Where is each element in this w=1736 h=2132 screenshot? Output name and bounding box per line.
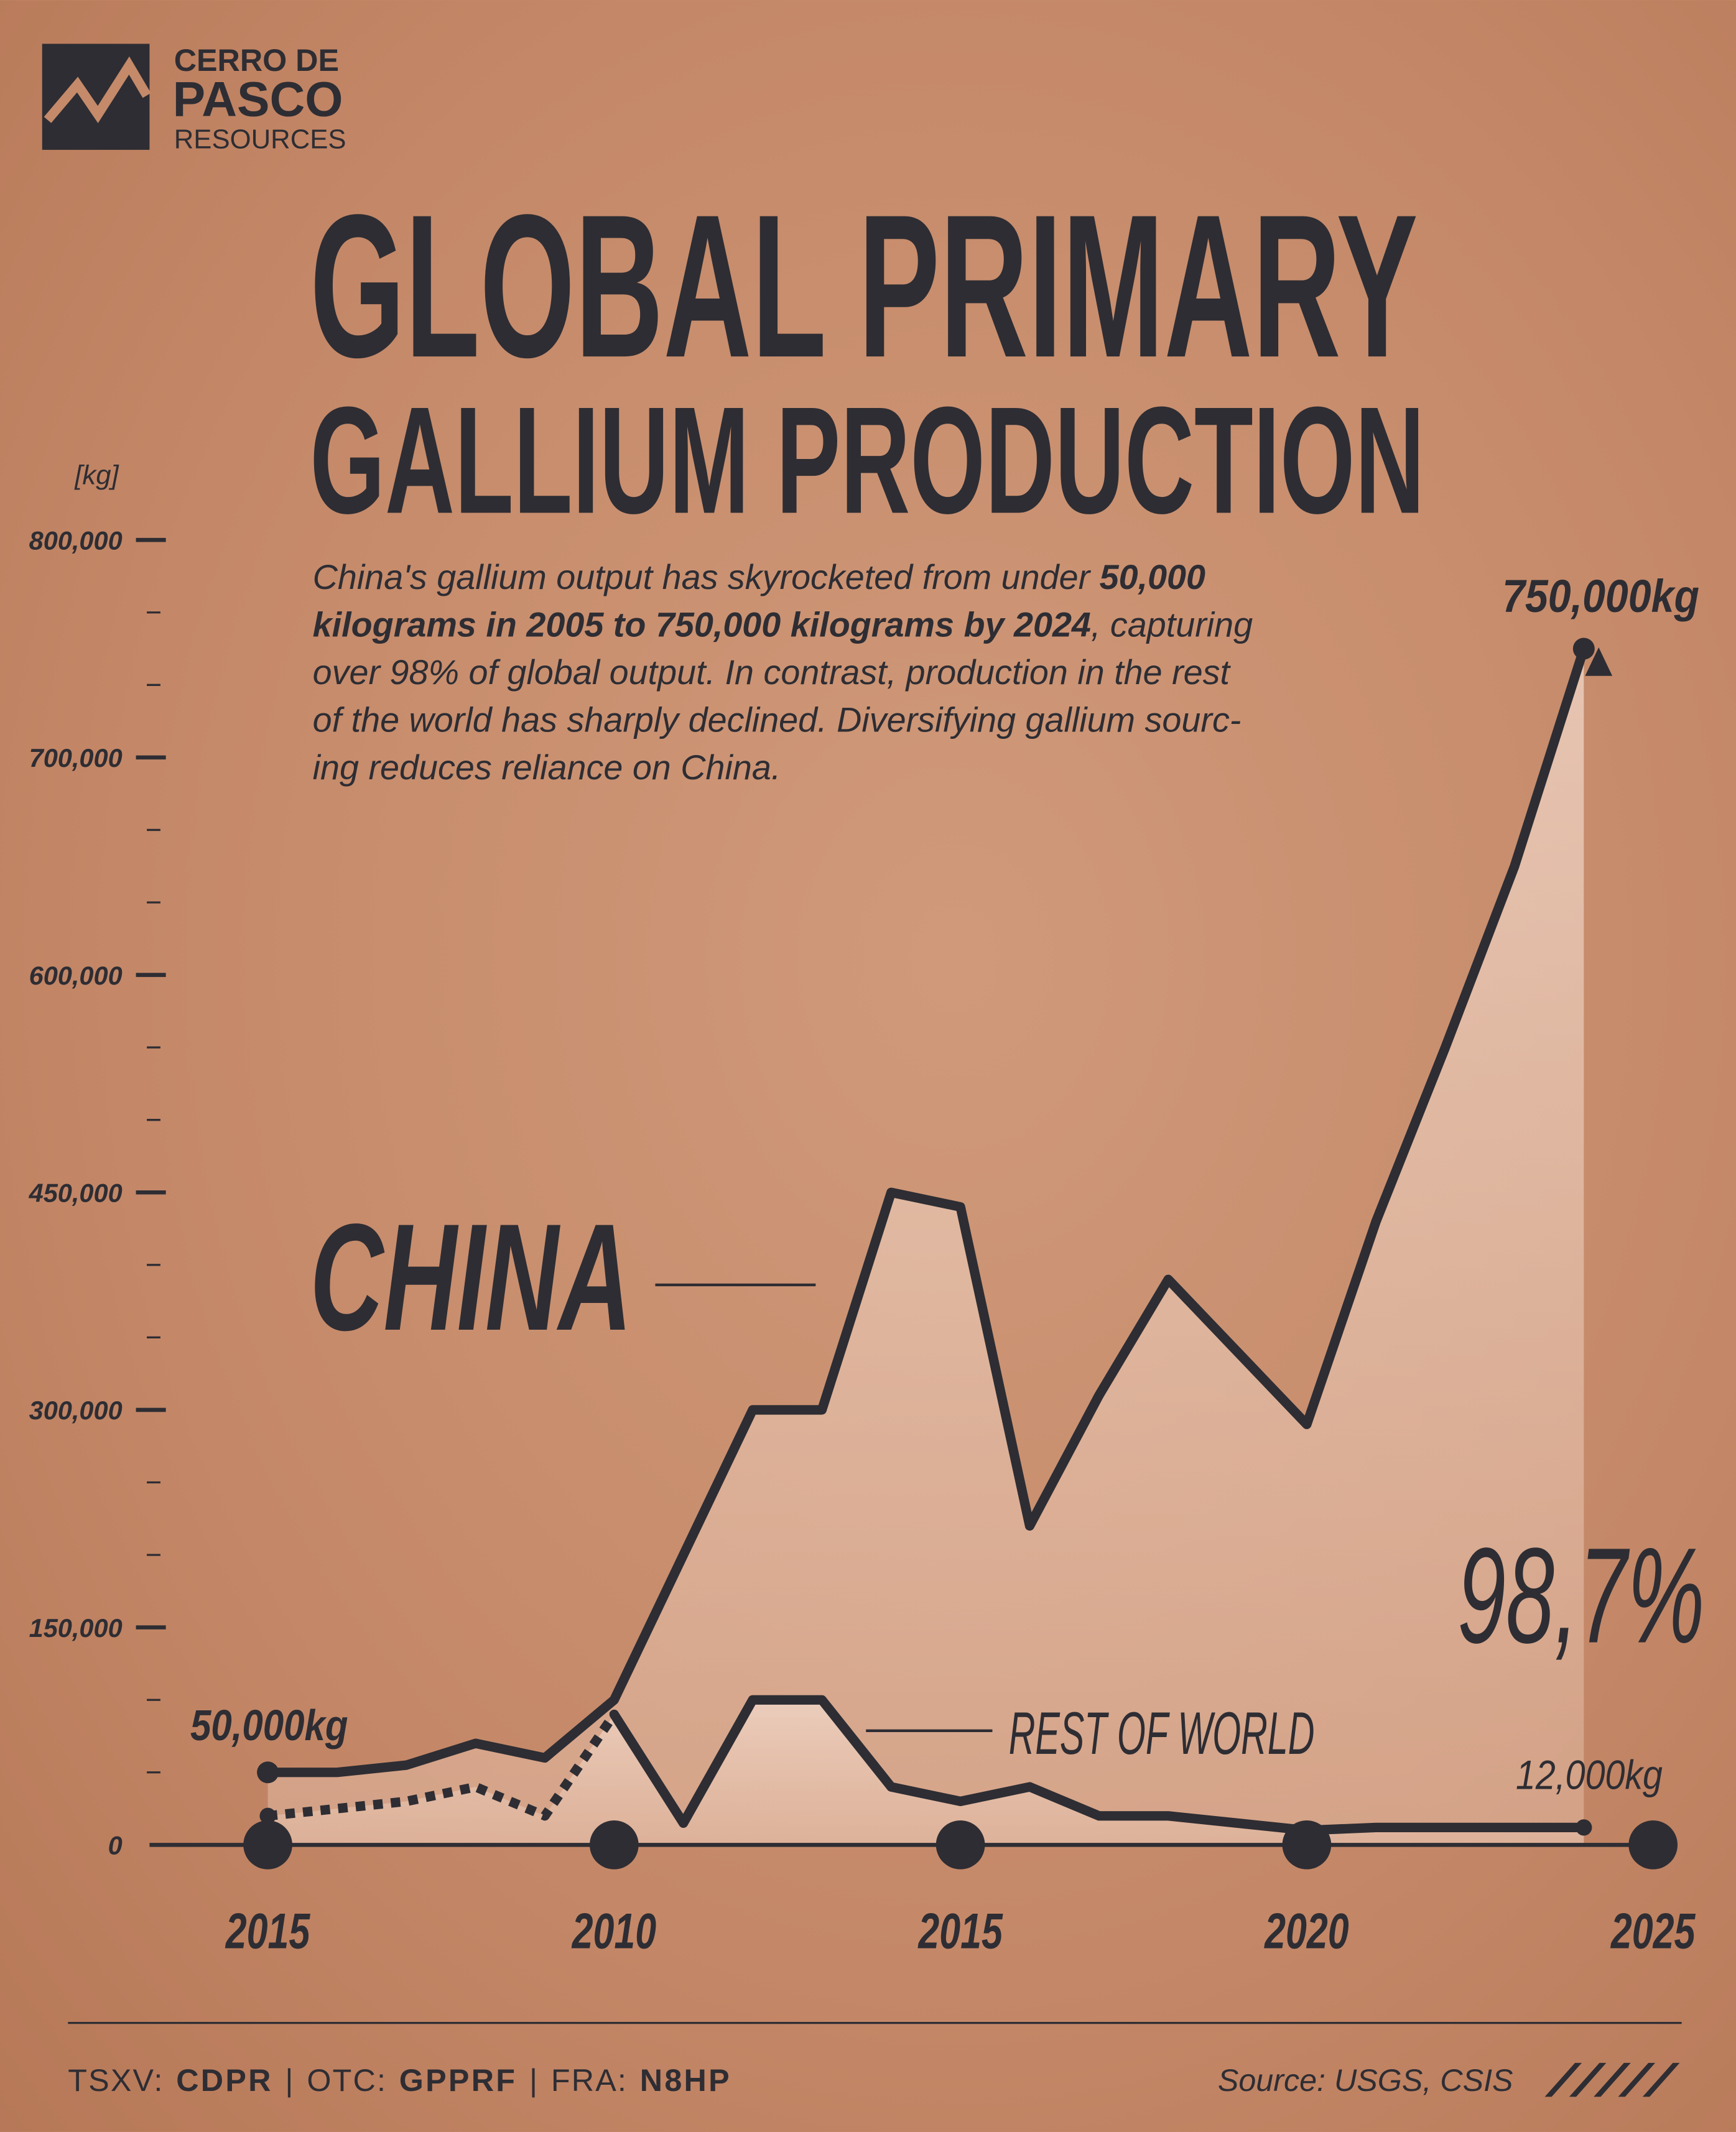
x-tick xyxy=(243,1820,292,1870)
y-tick-label: 450,000 xyxy=(29,1179,123,1208)
arrow-head xyxy=(1585,647,1613,676)
series-label: CHINA xyxy=(310,1192,632,1362)
series-line xyxy=(609,1695,1589,1835)
x-tick-label: 2015 xyxy=(225,1903,310,1959)
subtitle-line: over 98% of global output. In contrast, … xyxy=(313,653,1232,692)
x-tick-label: 2020 xyxy=(1264,1903,1349,1959)
title: GLOBAL PRIMARY xyxy=(310,172,1418,400)
subtitle-bold: 50,000 xyxy=(1100,558,1205,596)
series-line-dotted xyxy=(267,1712,618,1821)
x-tick-label: 2025 xyxy=(1610,1903,1696,1959)
title: GALLIUM PRODUCTION xyxy=(310,374,1424,545)
subtitle: China's gallium output has skyrocketed f… xyxy=(313,558,1253,787)
logo-line: CERRO DE xyxy=(174,43,339,78)
series-area xyxy=(267,1700,1584,1845)
series-label: REST OF WORLD xyxy=(1009,1700,1315,1767)
subtitle-bold: kilograms in 2005 to 750,000 kilograms b… xyxy=(313,605,1091,644)
subtitle-text: China's gallium output has skyrocketed f… xyxy=(313,558,1100,596)
x-tick xyxy=(1282,1820,1332,1870)
subtitle-text: of the world has sharply declined. Diver… xyxy=(313,700,1242,739)
subtitle-text: over 98% of global output. In contrast, … xyxy=(313,653,1232,692)
subtitle-line: of the world has sharply declined. Diver… xyxy=(313,700,1242,739)
footer-tickers: TSXV: CDPR | OTC: GPPRF | FRA: N8HP xyxy=(68,2063,731,2098)
source: Source: USGS, CSIS xyxy=(1218,2063,1513,2098)
logo: CERRO DE PASCO RESOURCES xyxy=(42,43,346,155)
end-point xyxy=(1572,637,1595,660)
ticker-text: | xyxy=(529,2063,539,2098)
x-tick xyxy=(1628,1820,1678,1870)
logo-mountain xyxy=(44,56,151,123)
x-tick-label: 2015 xyxy=(917,1903,1003,1959)
ticker-text: OTC: xyxy=(307,2063,387,2098)
plot: 0 150,000 300,000 450,000 600,000 700,000 800,… xyxy=(29,526,1696,1959)
subtitle-line: ing reduces reliance on China. xyxy=(313,748,781,787)
x-tick xyxy=(935,1820,985,1870)
subtitle-text: , capturing xyxy=(1091,605,1253,644)
ticker-symbol: N8HP xyxy=(640,2063,731,2098)
ticker-symbol: CDPR xyxy=(176,2063,273,2098)
subtitle-text: ing reduces reliance on China. xyxy=(313,748,781,787)
logo-line: RESOURCES xyxy=(174,124,346,155)
end-point xyxy=(259,1807,276,1824)
ticker-text: | xyxy=(285,2063,294,2098)
series-area xyxy=(267,649,1584,1845)
logo-box xyxy=(42,44,150,150)
subtitle-line: China's gallium output has skyrocketed f… xyxy=(313,558,1205,596)
annotation: 50,000kg xyxy=(190,1701,348,1750)
ticker-text: TSXV: xyxy=(68,2063,164,2098)
subtitle-line: kilograms in 2005 to 750,000 kilograms b… xyxy=(313,605,1253,644)
ticker-symbol: GPPRF xyxy=(399,2063,518,2098)
annotation: 750,000kg xyxy=(1502,570,1699,622)
y-unit: [kg] xyxy=(74,460,119,491)
annotation: 12,000kg xyxy=(1516,1753,1663,1798)
x-tick xyxy=(590,1820,639,1870)
y-tick-label: 700,000 xyxy=(29,743,123,772)
y-tick-label: 600,000 xyxy=(29,961,123,990)
y-tick-label: 800,000 xyxy=(29,526,123,555)
end-point xyxy=(1576,1819,1592,1836)
x-tick-label: 2010 xyxy=(571,1903,656,1959)
footer-mark: ///// xyxy=(1544,2055,1681,2107)
series-line xyxy=(262,644,1589,1777)
y-tick-label: 150,000 xyxy=(29,1613,123,1643)
ticker-text: FRA: xyxy=(551,2063,628,2098)
end-point xyxy=(257,1761,279,1784)
logo-line: PASCO xyxy=(173,72,343,126)
y-tick-label: 0 xyxy=(108,1831,123,1860)
y-tick-label: 300,000 xyxy=(29,1396,123,1425)
annotation: 98,7% xyxy=(1457,1520,1705,1672)
